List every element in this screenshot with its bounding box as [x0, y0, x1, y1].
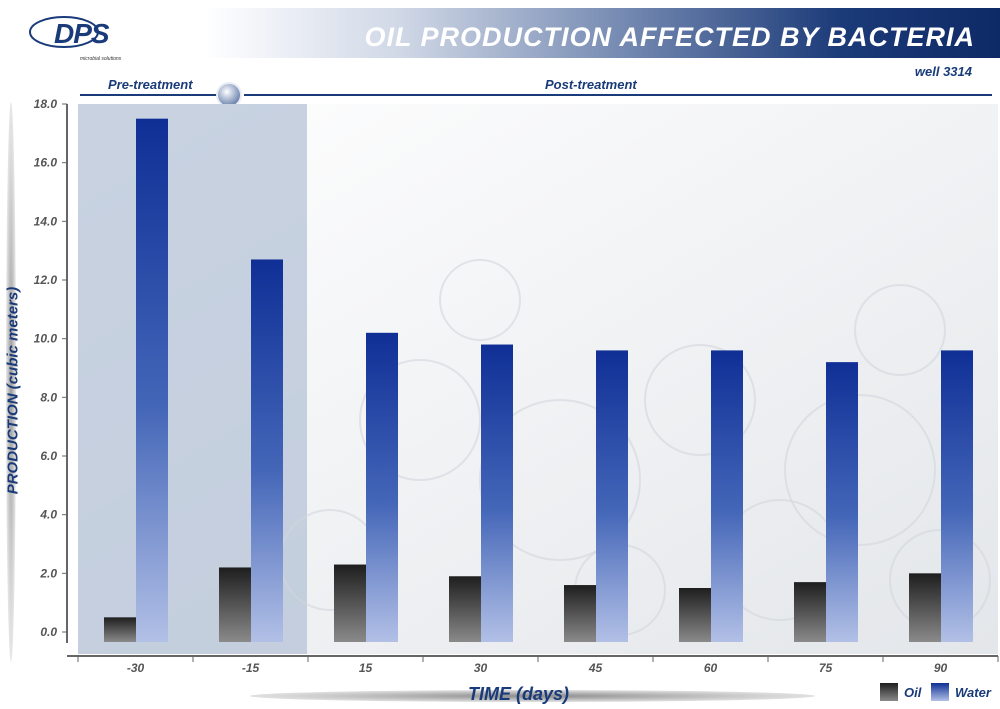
x-axis-ticks: -30 -15 15 30 45 60 75 90 [77, 656, 999, 675]
bar-oil-15 [334, 564, 366, 642]
bar-water-45 [596, 350, 628, 642]
bars-group [104, 118, 973, 642]
x-tick-label: 30 [474, 661, 488, 675]
bar-water-30 [481, 344, 513, 642]
logo-text: DPS [54, 18, 110, 49]
x-tick-label: -30 [127, 661, 145, 675]
y-axis-decoration [6, 102, 16, 662]
post-treatment-label: Post-treatment [545, 77, 637, 92]
legend-oil-label: Oil [904, 684, 922, 700]
y-tick-label: 6.0 [40, 449, 57, 463]
x-axis-decoration [250, 690, 815, 702]
y-tick-label: 14.0 [34, 214, 58, 228]
logo-subtext: microbial solutions [80, 56, 122, 62]
bar-oil--15 [219, 567, 251, 642]
y-tick-label: 8.0 [40, 390, 57, 404]
x-tick-label: 60 [704, 661, 718, 675]
bar-water-75 [826, 362, 858, 642]
legend-oil-swatch [880, 683, 898, 701]
well-label: well 3314 [914, 64, 972, 79]
bar-oil-30 [449, 576, 481, 642]
y-tick-label: 10.0 [34, 332, 58, 346]
logo-swoosh-icon [29, 16, 99, 48]
legend-oil: Oil [880, 683, 921, 701]
bar-water--15 [251, 259, 283, 642]
x-tick-label: 15 [359, 661, 373, 675]
bubble-texture [279, 259, 991, 636]
bar-water-90 [941, 350, 973, 642]
bubble-3 [784, 394, 936, 546]
y-tick-label: 0.0 [40, 625, 57, 639]
chart-title: OIL PRODUCTION AFFECTED BY BACTERIA [364, 22, 975, 52]
legend-water-swatch [931, 683, 949, 701]
y-tick-label: 4.0 [39, 508, 57, 522]
bar-oil--30 [104, 617, 136, 642]
pre-treatment-label: Pre-treatment [108, 77, 193, 92]
bar-water-60 [711, 350, 743, 642]
bar-oil-90 [909, 573, 941, 642]
company-logo: DPS microbial solutions [22, 10, 122, 62]
x-tick-label: 90 [934, 661, 948, 675]
x-axis-label: TIME (days) [468, 684, 570, 704]
y-tick-label: 2.0 [39, 566, 57, 580]
x-tick-label: 45 [588, 661, 603, 675]
bubble-8 [439, 259, 521, 341]
bubble-2 [644, 344, 756, 456]
post-treatment-line [244, 94, 992, 96]
title-banner: OIL PRODUCTION AFFECTED BY BACTERIA [205, 8, 1000, 58]
bubble-9 [854, 284, 946, 376]
pre-treatment-line [80, 94, 218, 96]
y-tick-label: 18.0 [34, 97, 58, 111]
bar-oil-60 [679, 588, 711, 642]
bubble-0 [359, 359, 481, 481]
y-axis-ticks: 0.0 2.0 4.0 6.0 8.0 10.0 12.0 14.0 16.0 18.0 [34, 97, 67, 639]
x-tick-label: 75 [819, 661, 833, 675]
bar-oil-75 [794, 582, 826, 642]
bar-water--30 [136, 118, 168, 642]
y-tick-label: 12.0 [34, 273, 58, 287]
legend-water: Water [931, 683, 991, 701]
x-tick-label: -15 [242, 661, 260, 675]
bar-oil-45 [564, 585, 596, 642]
bubble-1 [479, 399, 641, 561]
y-tick-label: 16.0 [34, 156, 58, 170]
legend-water-label: Water [955, 684, 991, 700]
bar-water-15 [366, 332, 398, 642]
